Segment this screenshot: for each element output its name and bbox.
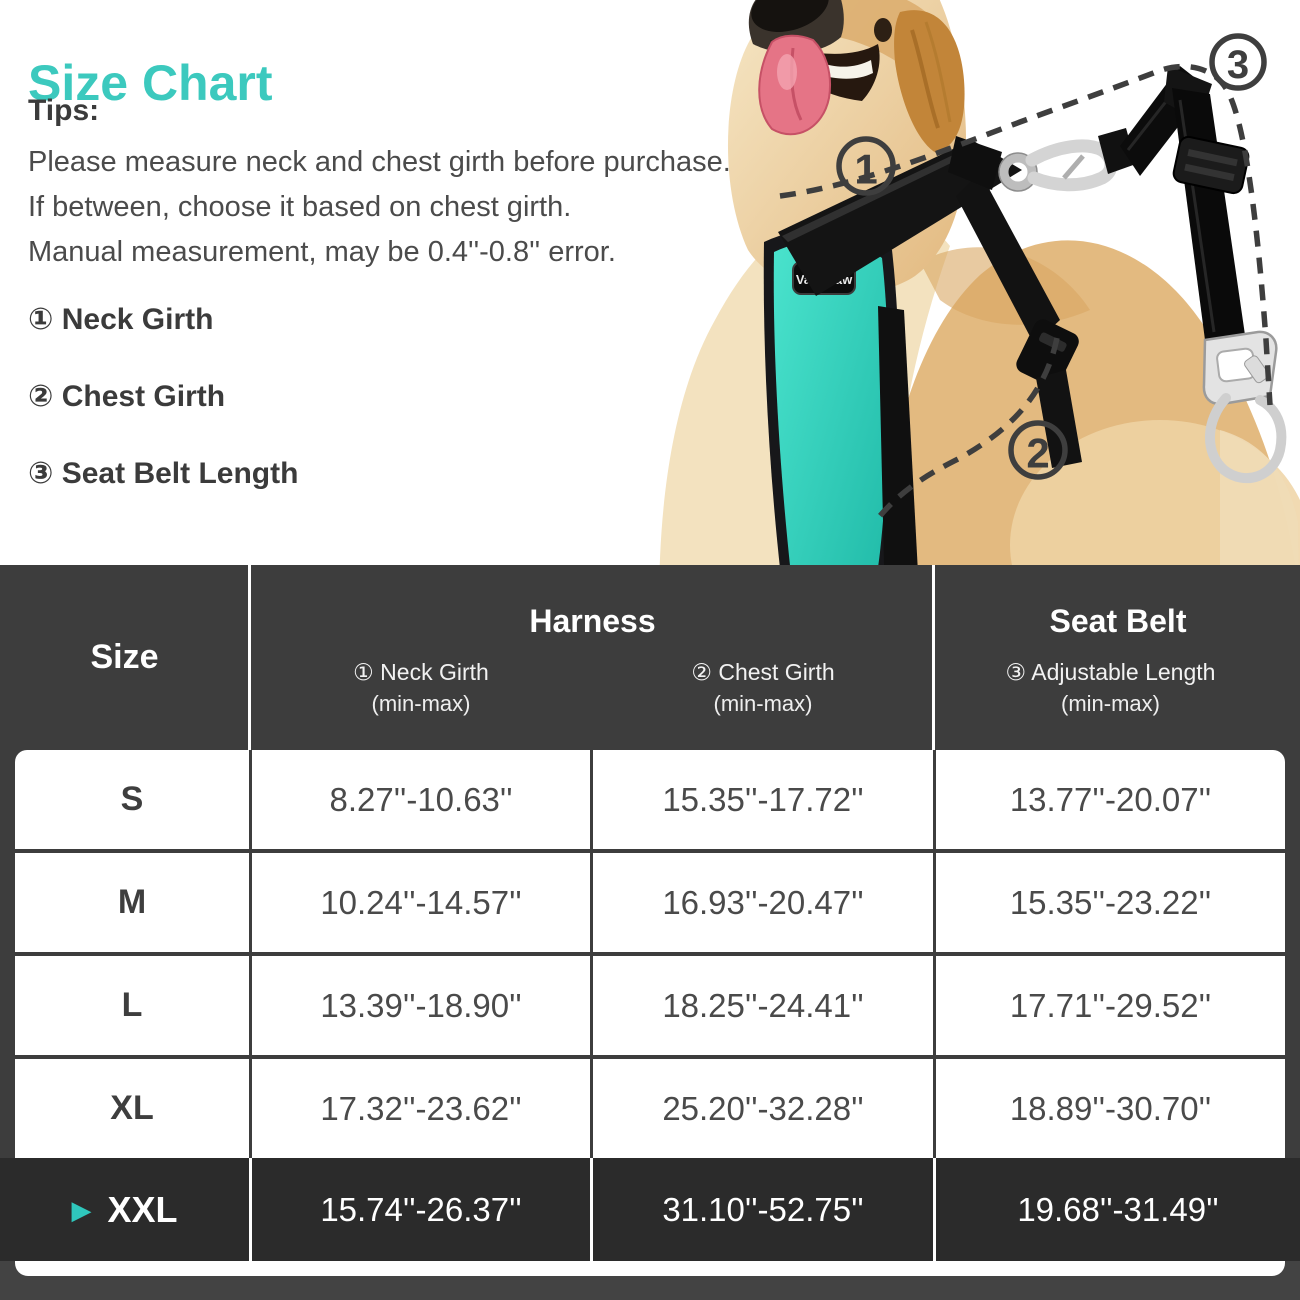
chest-girth-dashed-line: [872, 337, 1060, 524]
callout-2-number: 2: [1026, 430, 1049, 477]
column-header-size: Size: [90, 638, 159, 676]
column-group-seat-belt: Seat Belt: [1049, 603, 1187, 639]
callout-1-number: 1: [854, 146, 877, 193]
row-xl-size: XL: [15, 1059, 249, 1158]
row-s-belt: 13.77''-20.07'': [936, 750, 1285, 849]
row-l-belt: 17.71''-29.52'': [936, 956, 1285, 1055]
row-xl-belt: 18.89''-30.70'': [936, 1059, 1285, 1158]
dog-nose: [751, 0, 829, 32]
highlight-triangle-icon: ▶: [71, 1194, 92, 1225]
callout-3-number: 3: [1227, 43, 1249, 87]
row-s-size: S: [15, 750, 249, 849]
adjuster-buckle: [1172, 135, 1250, 195]
tip-line: Please measure neck and chest girth befo…: [28, 146, 731, 178]
row-s-chest: 15.35''-17.72'': [593, 750, 933, 849]
callout-3-badge: 3: [1209, 33, 1267, 91]
row-l-neck: 13.39''-18.90'': [252, 956, 590, 1055]
legend-item-neck-girth: ① Neck Girth: [28, 303, 214, 336]
row-m-size: M: [15, 853, 249, 952]
row-xl-neck: 17.32''-23.62'': [252, 1059, 590, 1158]
row-m-neck: 10.24''-14.57'': [252, 853, 590, 952]
row-xxl-neck: 15.74''-26.37'': [249, 1158, 590, 1261]
measure-legend: ① Neck Girth ② Chest Girth ③ Seat Belt L…: [28, 302, 298, 533]
row-m-belt: 15.35''-23.22'': [936, 853, 1285, 952]
column-group-harness: Harness: [529, 603, 656, 639]
row-xxl-belt: 19.68''-31.49'': [933, 1158, 1300, 1261]
legend-item-chest-girth: ② Chest Girth: [28, 380, 226, 413]
row-xxl-size: ▶ XXL: [71, 1188, 178, 1230]
shoulder-strap: [778, 140, 1022, 296]
harness: VavoPaw: [763, 136, 1082, 650]
dog-ear: [894, 10, 965, 153]
neck-and-seatbelt-dashed-line: [779, 63, 1273, 406]
row-xxl-chest: 31.10''-52.75'': [590, 1158, 933, 1261]
header-divider: [248, 565, 251, 750]
row-l-chest: 18.25''-24.41'': [593, 956, 933, 1055]
dog-tongue: [758, 34, 831, 136]
legend-item-seat-belt-length: ③ Seat Belt Length: [28, 457, 299, 490]
column-header-adjustable-length: ③ Adjustable Length (min-max): [1005, 659, 1216, 716]
dog-eye: [874, 18, 892, 42]
tip-line: Manual measurement, may be 0.4''-0.8'' e…: [28, 236, 616, 268]
page-title: Size Chart: [28, 54, 273, 111]
row-m-chest: 16.93''-20.47'': [593, 853, 933, 952]
side-release-buckle: [1016, 319, 1079, 387]
tips-block: Tips: Please measure neck and chest girt…: [28, 94, 731, 275]
header-divider: [932, 565, 935, 750]
tip-line: If between, choose it based on chest gir…: [28, 191, 572, 223]
row-xl-chest: 25.20''-32.28'': [593, 1059, 933, 1158]
table-row-xxl-highlighted: ▶ XXL 15.74''-26.37'' 31.10''-52.75'' 19…: [0, 1158, 1300, 1261]
harness-panel: [773, 240, 889, 650]
table-footer: [15, 1261, 1285, 1276]
girth-strap: [878, 306, 922, 650]
back-strap: [956, 172, 1060, 344]
seat-belt-strap: [1098, 66, 1250, 340]
size-table: Size Harness Seat Belt ① Neck Girth (min…: [0, 565, 1300, 1300]
row-s-neck: 8.27''-10.63'': [252, 750, 590, 849]
column-header-neck-girth: ① Neck Girth (min-max): [353, 659, 489, 716]
column-header-chest-girth: ② Chest Girth (min-max): [691, 659, 835, 716]
row-l-size: L: [15, 956, 249, 1055]
tips-heading: Tips:: [28, 94, 100, 127]
callout-1-badge: 1: [836, 136, 896, 196]
table-body: S 8.27''-10.63'' 15.35''-17.72'' 13.77''…: [15, 750, 1285, 1158]
callout-2-badge: 2: [1008, 420, 1068, 480]
